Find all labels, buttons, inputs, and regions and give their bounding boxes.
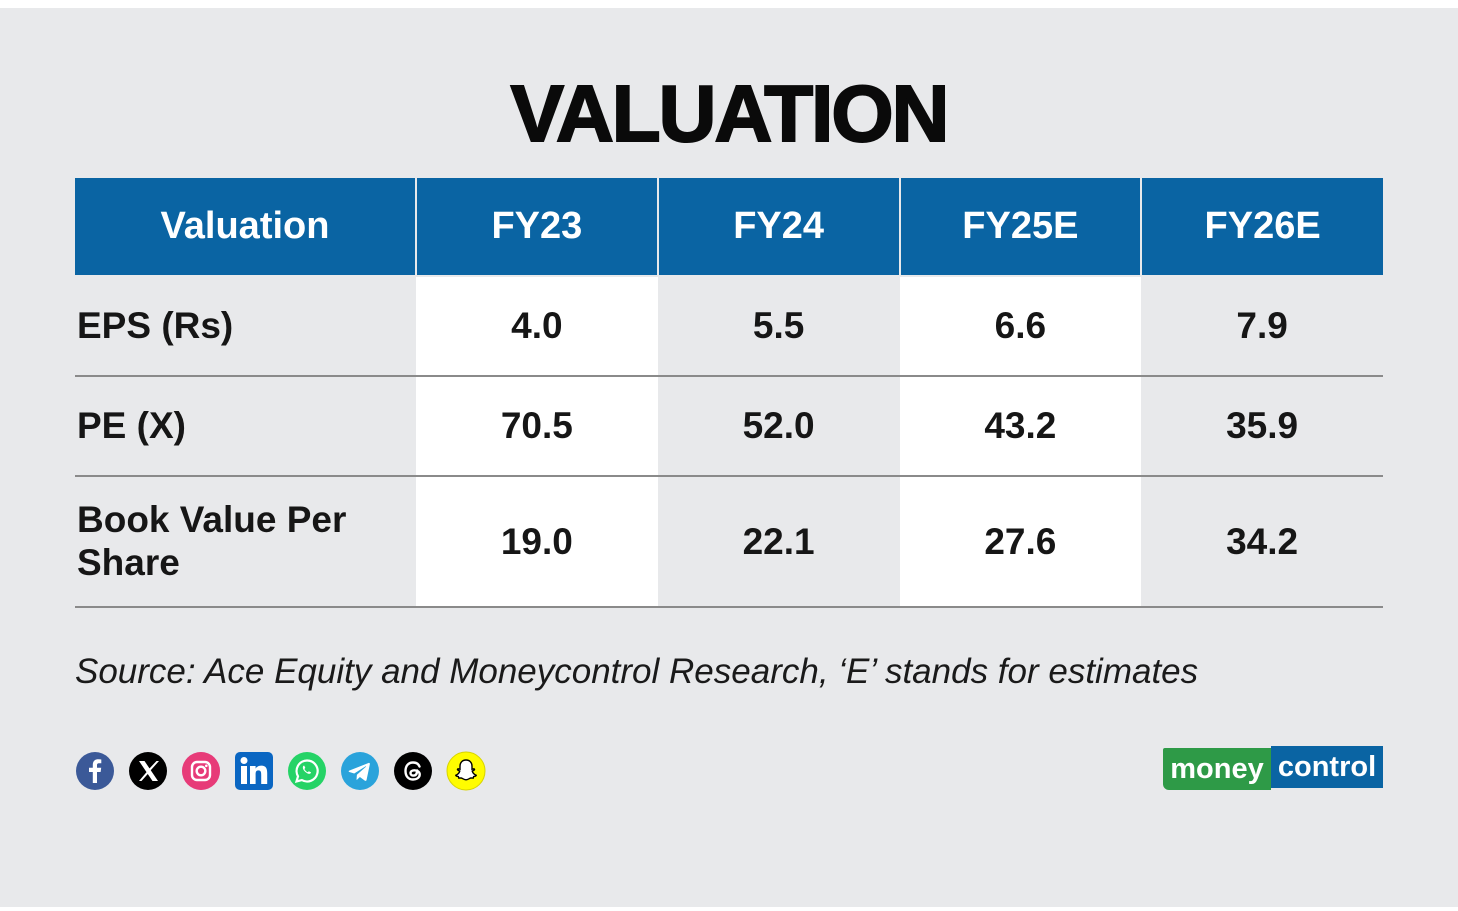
telegram-icon[interactable] [340,751,380,791]
table-cell: 19.0 [416,476,658,608]
page-title: VALUATION [510,69,951,158]
row-label: PE (X) [75,376,416,477]
table-row: EPS (Rs) 4.0 5.5 6.6 7.9 [75,276,1383,377]
snapchat-icon[interactable] [446,751,486,791]
table-header-row: Valuation FY23 FY24 FY25E FY26E [75,178,1383,277]
table-cell: 22.1 [657,476,900,608]
table-cell: 6.6 [899,276,1142,377]
table-cell: 27.6 [899,476,1142,608]
logo-control: control [1271,746,1383,788]
x-icon[interactable] [128,751,168,791]
table-cell: 4.0 [416,276,658,377]
source-note: Source: Ace Equity and Moneycontrol Rese… [75,652,1199,691]
table-cell: 70.5 [416,376,658,477]
column-header: FY25E [898,178,1142,277]
facebook-icon[interactable] [75,751,115,791]
logo-money: money [1163,748,1271,790]
moneycontrol-logo: money control [1163,746,1385,792]
column-header: Valuation [75,178,416,277]
instagram-icon[interactable] [181,751,221,791]
table-cell: 7.9 [1141,276,1383,377]
linkedin-icon[interactable] [234,751,274,791]
column-header: FY24 [656,178,900,277]
whatsapp-icon[interactable] [287,751,327,791]
table-row: Book Value Per Share 19.0 22.1 27.6 34.2 [75,476,1383,608]
valuation-table: Valuation FY23 FY24 FY25E FY26E EPS (Rs)… [75,178,1383,608]
table-cell: 34.2 [1141,476,1383,608]
table-cell: 5.5 [657,276,900,377]
social-links [75,751,486,791]
column-header: FY26E [1140,178,1383,277]
threads-icon[interactable] [393,751,433,791]
table-cell: 52.0 [657,376,900,477]
table-row: PE (X) 70.5 52.0 43.2 35.9 [75,376,1383,477]
row-label: EPS (Rs) [75,276,416,377]
row-label: Book Value Per Share [75,476,416,608]
column-header: FY23 [415,178,658,277]
table-cell: 43.2 [899,376,1142,477]
table-cell: 35.9 [1141,376,1383,477]
